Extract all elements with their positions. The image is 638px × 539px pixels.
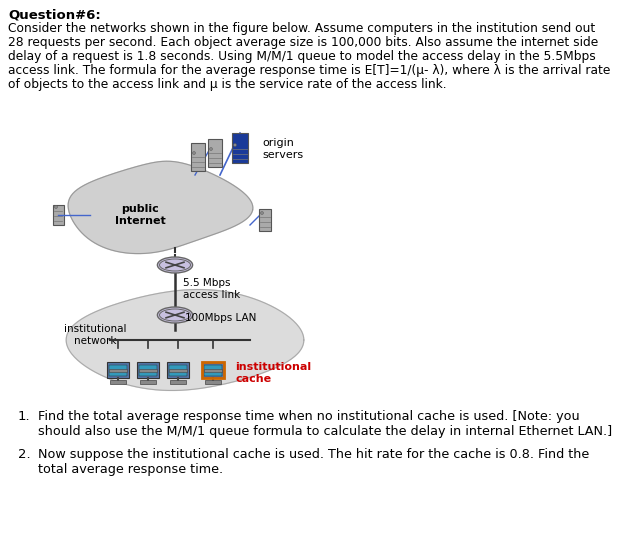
FancyBboxPatch shape [109, 365, 127, 376]
Text: of objects to the access link and μ is the service rate of the access link.: of objects to the access link and μ is t… [8, 78, 447, 91]
Text: 28 requests per second. Each object average size is 100,000 bits. Also assume th: 28 requests per second. Each object aver… [8, 36, 598, 49]
FancyBboxPatch shape [170, 380, 186, 384]
Text: access link. The formula for the average response time is E[T]=1/(μ- λ), where λ: access link. The formula for the average… [8, 64, 611, 77]
Text: 1.: 1. [18, 410, 31, 423]
Text: 5.5 Mbps
access link: 5.5 Mbps access link [183, 278, 241, 300]
FancyBboxPatch shape [139, 365, 157, 376]
Circle shape [54, 205, 57, 209]
Text: Find the total average response time when no institutional cache is used. [Note:: Find the total average response time whe… [38, 410, 580, 423]
Text: delay of a request is 1.8 seconds. Using M/M/1 queue to model the access delay i: delay of a request is 1.8 seconds. Using… [8, 50, 596, 63]
Text: Consider the networks shown in the figure below. Assume computers in the institu: Consider the networks shown in the figur… [8, 22, 595, 35]
FancyBboxPatch shape [110, 380, 126, 384]
FancyBboxPatch shape [53, 205, 64, 225]
FancyBboxPatch shape [107, 362, 129, 378]
FancyBboxPatch shape [109, 369, 127, 372]
Circle shape [209, 148, 212, 150]
Polygon shape [68, 161, 253, 253]
Circle shape [260, 211, 263, 215]
FancyBboxPatch shape [167, 362, 189, 378]
FancyBboxPatch shape [139, 369, 157, 372]
FancyBboxPatch shape [259, 209, 271, 231]
FancyBboxPatch shape [202, 362, 224, 378]
Text: Question#6:: Question#6: [8, 8, 101, 21]
FancyBboxPatch shape [208, 139, 222, 167]
Text: institutional
network: institutional network [64, 324, 126, 346]
Ellipse shape [158, 257, 193, 273]
FancyBboxPatch shape [169, 369, 187, 372]
Text: should also use the M/M/1 queue formula to calculate the delay in internal Ether: should also use the M/M/1 queue formula … [38, 425, 612, 438]
Text: Now suppose the institutional cache is used. The hit rate for the cache is 0.8. : Now suppose the institutional cache is u… [38, 448, 590, 461]
Text: public
Internet: public Internet [115, 204, 165, 226]
Text: institutional
cache: institutional cache [235, 362, 311, 384]
Text: total average response time.: total average response time. [38, 463, 223, 476]
Ellipse shape [158, 307, 193, 323]
Polygon shape [66, 289, 304, 390]
Circle shape [193, 151, 195, 155]
Text: origin
servers: origin servers [262, 138, 303, 160]
Text: 100Mbps LAN: 100Mbps LAN [185, 313, 256, 323]
FancyBboxPatch shape [191, 143, 205, 171]
FancyBboxPatch shape [169, 365, 187, 376]
FancyBboxPatch shape [137, 362, 159, 378]
Circle shape [234, 143, 237, 147]
FancyBboxPatch shape [205, 380, 221, 384]
FancyBboxPatch shape [204, 365, 222, 376]
FancyBboxPatch shape [232, 133, 248, 163]
FancyBboxPatch shape [140, 380, 156, 384]
FancyBboxPatch shape [204, 369, 222, 372]
Text: 2.: 2. [18, 448, 31, 461]
